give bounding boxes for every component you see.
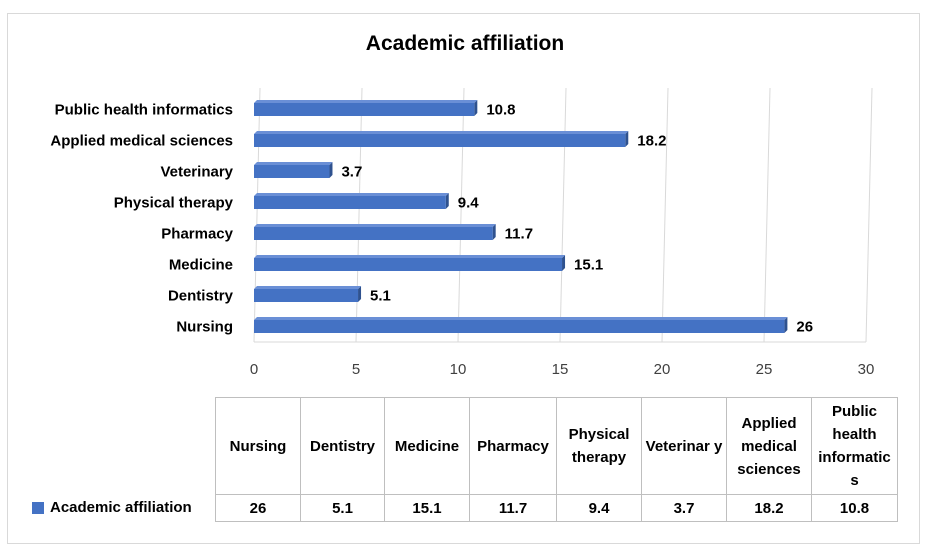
gridline [457, 87, 465, 343]
table-header-cell: Dentistry [300, 397, 385, 495]
data-label: 18.2 [637, 133, 666, 150]
table-header-cell: Physical therapy [556, 397, 642, 495]
x-tick-label: 5 [352, 361, 360, 378]
bar-side [625, 131, 629, 147]
table-cell: 5.1 [300, 494, 385, 522]
table-header-cell: Applied medical sciences [726, 397, 812, 495]
bar-top [254, 193, 449, 196]
x-tick-label: 10 [450, 361, 467, 378]
table-cell: 10.8 [811, 494, 898, 522]
table-header-cell: Medicine [384, 397, 470, 495]
table-header-cell: Nursing [215, 397, 301, 495]
gridline [559, 87, 567, 343]
bar-chart: 0 5 10 15 20 25 30 Nursing 26 Dentistry 5.1 Medicin… [50, 87, 875, 378]
bar [254, 258, 563, 271]
category-label: Pharmacy [161, 226, 233, 243]
gridline [355, 87, 363, 343]
bar [254, 289, 359, 302]
table-header-cell: Pharmacy [469, 397, 557, 495]
bar-top [254, 224, 496, 227]
gridline [661, 87, 669, 343]
bar [254, 320, 785, 333]
table-header-row: Nursing Dentistry Medicine Pharmacy Phys… [215, 397, 898, 495]
bar [254, 196, 446, 209]
series-key-label: Academic affiliation [50, 499, 192, 516]
bar [254, 103, 475, 116]
bar-top [254, 255, 566, 258]
bar-side [445, 193, 449, 209]
table-header-cell: Public health informatic s [811, 397, 898, 495]
data-label: 15.1 [574, 257, 603, 274]
bar-top [254, 317, 788, 320]
x-tick-label: 15 [552, 361, 569, 378]
bar [254, 134, 626, 147]
category-label: Dentistry [168, 288, 234, 305]
data-label: 10.8 [486, 102, 515, 119]
data-label: 3.7 [341, 164, 362, 181]
bar-side [562, 255, 566, 271]
x-tick-label: 20 [654, 361, 671, 378]
data-label: 5.1 [370, 288, 391, 305]
bar-side [784, 317, 788, 333]
series-key: Academic affiliation [32, 494, 192, 521]
x-tick-label: 0 [250, 361, 258, 378]
data-label: 11.7 [505, 226, 533, 243]
table-cell: 3.7 [641, 494, 727, 522]
bar-top [254, 100, 478, 103]
gridline [253, 87, 261, 343]
table-row: 26 5.1 15.1 11.7 9.4 3.7 18.2 10.8 [215, 494, 898, 522]
bar [254, 227, 493, 240]
gridline [865, 87, 873, 343]
category-label: Medicine [169, 257, 233, 274]
category-label: Veterinary [160, 164, 233, 181]
bar-side [492, 224, 496, 240]
data-label: 26 [796, 319, 813, 336]
category-label: Physical therapy [114, 195, 234, 212]
category-label: Applied medical sciences [50, 133, 233, 150]
bar-side [474, 100, 478, 116]
chart-title: Academic affiliation [365, 32, 565, 55]
data-table: Nursing Dentistry Medicine Pharmacy Phys… [215, 397, 898, 522]
bar [254, 165, 330, 178]
table-cell: 11.7 [469, 494, 557, 522]
series-swatch [32, 501, 44, 514]
bar-top [254, 286, 362, 289]
category-label: Public health informatics [55, 102, 233, 119]
table-cell: 9.4 [556, 494, 642, 522]
x-tick-label: 30 [858, 361, 875, 378]
bar-side [329, 162, 333, 178]
x-tick-label: 25 [756, 361, 773, 378]
table-header-cell: Veterinar y [641, 397, 727, 495]
gridline [763, 87, 771, 343]
category-label: Nursing [176, 319, 233, 336]
bar-top [254, 162, 333, 165]
table-cell: 15.1 [384, 494, 470, 522]
data-label: 9.4 [458, 195, 480, 212]
table-cell: 18.2 [726, 494, 812, 522]
bar-side [358, 286, 362, 302]
table-cell: 26 [215, 494, 301, 522]
bar-top [254, 131, 629, 134]
